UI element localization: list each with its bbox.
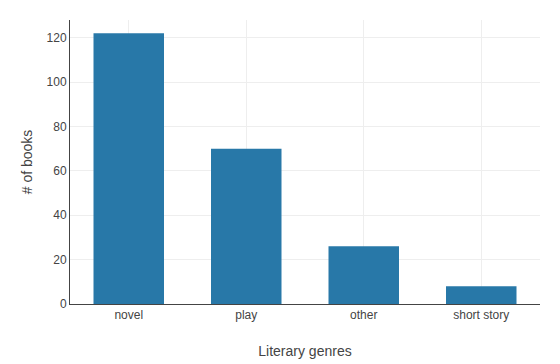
svg-text:60: 60 [53, 164, 67, 178]
svg-text:40: 40 [53, 208, 67, 222]
svg-text:20: 20 [53, 253, 67, 267]
svg-text:other: other [350, 308, 377, 322]
svg-text:# of books: # of books [19, 130, 35, 195]
svg-text:100: 100 [47, 75, 67, 89]
svg-text:novel: novel [114, 308, 143, 322]
svg-text:play: play [235, 308, 257, 322]
svg-text:120: 120 [47, 31, 67, 45]
svg-text:0: 0 [60, 297, 67, 311]
svg-text:Literary genres: Literary genres [258, 343, 351, 359]
svg-text:80: 80 [53, 120, 67, 134]
svg-text:short story: short story [453, 308, 509, 322]
